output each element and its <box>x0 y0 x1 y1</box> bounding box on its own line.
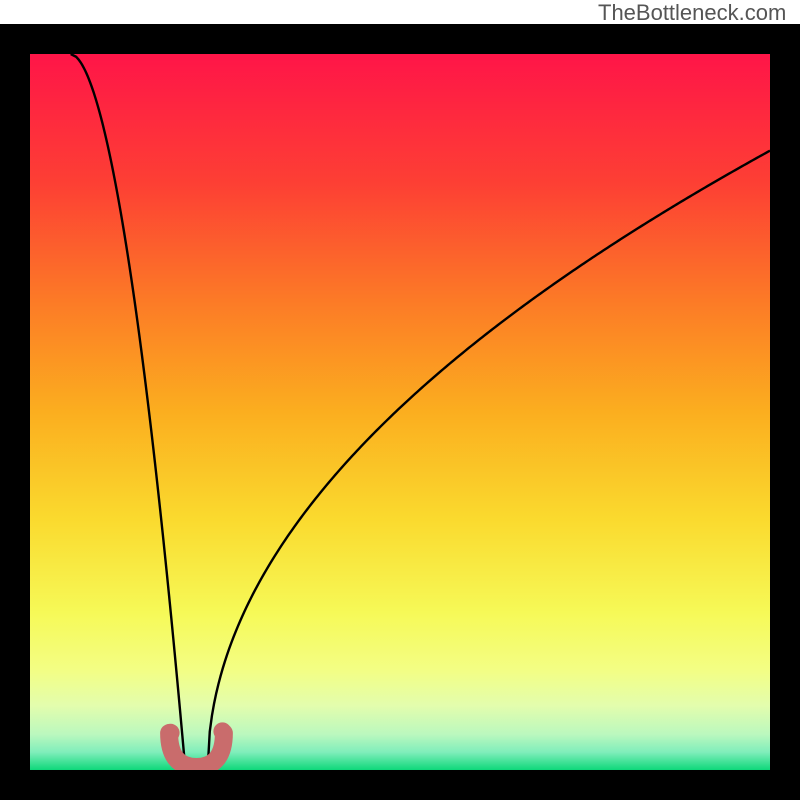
curve-path <box>71 54 770 770</box>
bottleneck-curve <box>30 54 770 770</box>
trough-dot-1 <box>213 722 231 740</box>
plot-area <box>30 54 770 770</box>
watermark-text: TheBottleneck.com <box>598 0 786 26</box>
trough-dot-0 <box>162 724 180 742</box>
